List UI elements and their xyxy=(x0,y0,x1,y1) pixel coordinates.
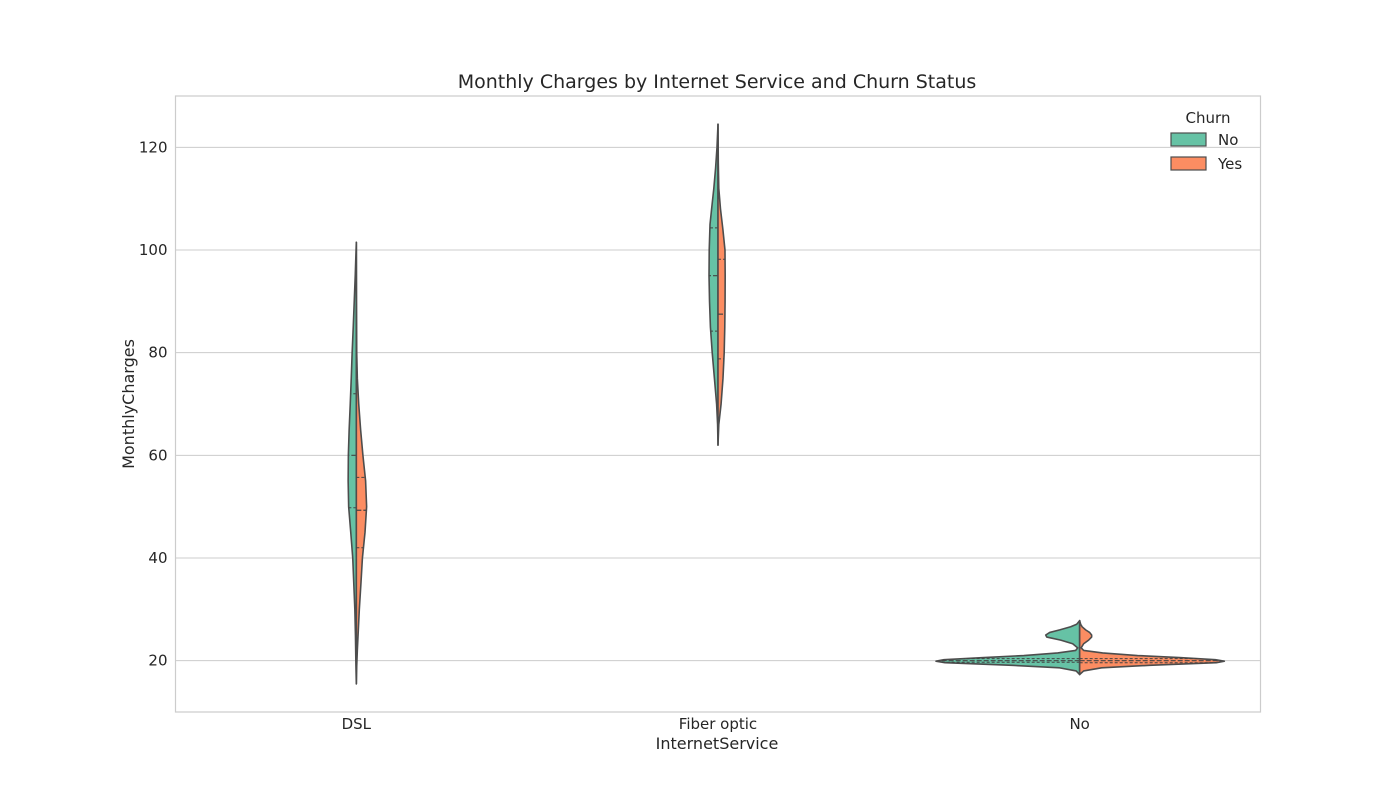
legend-label-no: No xyxy=(1218,131,1238,149)
x-tick-label: DSL xyxy=(342,715,372,733)
violin-yes-fiber-optic xyxy=(717,123,726,446)
x-tick-labels: DSL Fiber optic No xyxy=(342,715,1090,733)
y-tick-label: 40 xyxy=(148,549,167,567)
y-tick-label: 60 xyxy=(148,446,167,464)
y-tick-label: 100 xyxy=(139,241,168,259)
y-tick-label: 20 xyxy=(148,652,167,670)
chart-title: Monthly Charges by Internet Service and … xyxy=(458,71,977,93)
plot-frame xyxy=(174,95,1262,713)
legend-label-yes: Yes xyxy=(1217,155,1242,173)
y-tick-label: 80 xyxy=(148,344,167,362)
y-tick-label: 120 xyxy=(139,138,168,156)
violin-no-fiber-optic xyxy=(708,123,719,446)
x-tick-label: Fiber optic xyxy=(679,715,757,733)
violin-yes-no xyxy=(1078,619,1226,676)
legend-swatch-no xyxy=(1170,132,1207,147)
x-axis-label: InternetService xyxy=(656,734,779,753)
violin-yes-dsl xyxy=(355,241,368,685)
violin-no-no xyxy=(935,619,1081,676)
y-tick-labels: 20 40 60 80 100 120 xyxy=(139,138,168,669)
legend: Churn No Yes xyxy=(1170,109,1242,173)
y-axis-label: MonthlyCharges xyxy=(119,339,138,469)
legend-title: Churn xyxy=(1186,109,1231,127)
x-tick-label: No xyxy=(1069,715,1089,733)
violins xyxy=(347,123,1226,685)
violin-no-dsl xyxy=(347,241,358,685)
legend-swatch-yes xyxy=(1170,156,1207,171)
